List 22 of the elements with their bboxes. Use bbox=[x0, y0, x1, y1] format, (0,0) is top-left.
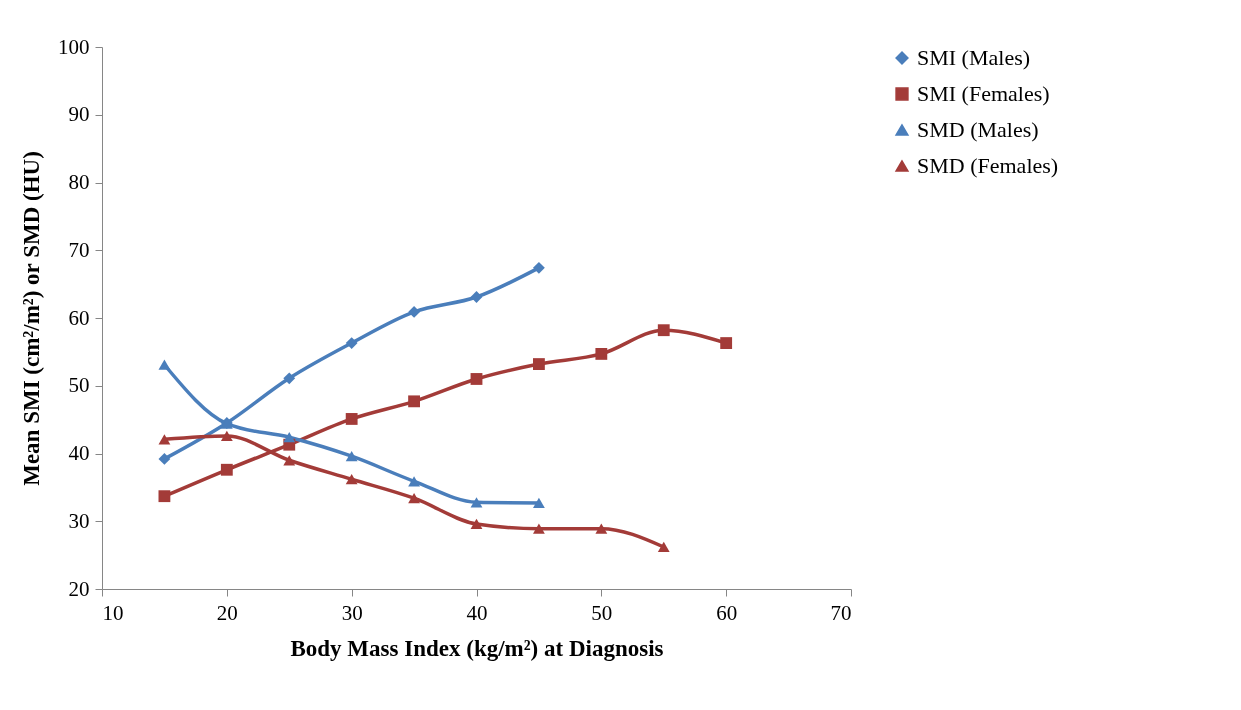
y-tick-label: 40 bbox=[68, 441, 90, 465]
y-tick-label: 20 bbox=[68, 576, 90, 601]
x-tick-label: 60 bbox=[716, 600, 738, 625]
x-tick-label: 70 bbox=[830, 600, 852, 625]
legend-label: SMI (Females) bbox=[917, 81, 1050, 106]
y-tick-label: 50 bbox=[68, 373, 90, 398]
y-tick-label: 70 bbox=[68, 237, 90, 262]
y-tick-label: 80 bbox=[68, 170, 90, 194]
y-tick-label: 60 bbox=[68, 305, 90, 330]
x-tick-label: 10 bbox=[102, 600, 124, 625]
x-tick-label: 40 bbox=[466, 600, 488, 625]
x-axis-title: Body Mass Index (kg/m²) at Diagnosis bbox=[290, 635, 664, 661]
x-tick-label: 30 bbox=[341, 600, 363, 625]
y-tick-label: 100 bbox=[58, 34, 90, 59]
legend-label: SMD (Males) bbox=[917, 117, 1039, 142]
x-tick-label: 20 bbox=[216, 600, 238, 625]
y-tick-label: 30 bbox=[68, 508, 90, 533]
y-tick-label: 90 bbox=[68, 102, 90, 127]
x-tick-label: 50 bbox=[591, 600, 613, 625]
legend-label: SMD (Females) bbox=[917, 153, 1059, 178]
legend-label: SMI (Males) bbox=[917, 45, 1031, 70]
y-axis-title: Mean SMI (cm²/m²) or SMD (HU) bbox=[19, 151, 44, 486]
